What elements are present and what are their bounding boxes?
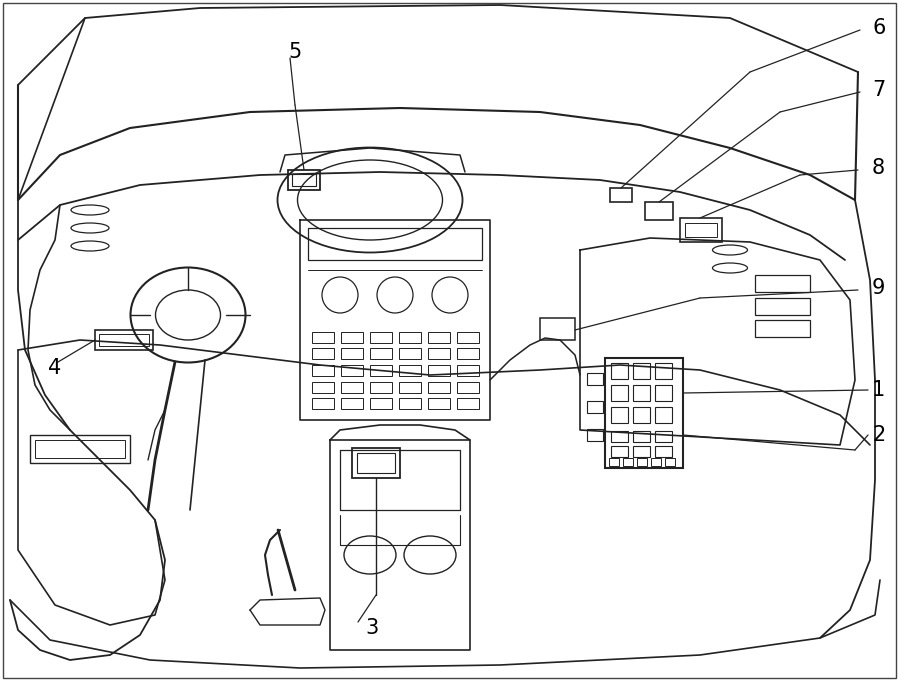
Bar	[623, 458, 633, 466]
Bar	[680, 218, 722, 242]
Bar	[457, 365, 479, 376]
Bar	[341, 348, 363, 359]
Bar	[611, 385, 628, 401]
Bar	[633, 385, 650, 401]
Bar	[341, 332, 363, 343]
Bar	[352, 448, 400, 478]
Bar	[587, 429, 603, 441]
Text: 9: 9	[872, 278, 886, 298]
Bar	[399, 332, 421, 343]
Bar	[457, 332, 479, 343]
Bar	[370, 348, 392, 359]
Bar	[457, 348, 479, 359]
Bar	[587, 373, 603, 385]
Bar	[428, 398, 450, 409]
Bar	[655, 363, 672, 379]
Bar	[428, 348, 450, 359]
Bar	[370, 365, 392, 376]
Bar	[428, 382, 450, 393]
Bar	[655, 446, 672, 457]
Bar	[312, 348, 334, 359]
Bar	[99, 334, 149, 346]
Text: 8: 8	[872, 158, 885, 178]
Bar	[308, 228, 482, 260]
Bar	[610, 188, 632, 202]
Bar	[665, 458, 675, 466]
Bar	[35, 440, 125, 458]
Bar	[611, 407, 628, 423]
Bar	[637, 458, 647, 466]
Bar	[609, 458, 619, 466]
Bar	[540, 318, 575, 340]
Bar	[685, 223, 717, 237]
Bar	[428, 365, 450, 376]
Bar	[633, 407, 650, 423]
Text: 1: 1	[872, 380, 886, 400]
Bar	[651, 458, 661, 466]
Bar	[312, 365, 334, 376]
Bar	[633, 431, 650, 442]
Bar	[655, 385, 672, 401]
Bar	[611, 446, 628, 457]
Bar	[95, 330, 153, 350]
Bar	[457, 382, 479, 393]
Bar	[755, 298, 810, 315]
Text: 7: 7	[872, 80, 886, 100]
Bar	[633, 446, 650, 457]
Bar	[357, 453, 395, 473]
Bar	[370, 332, 392, 343]
Bar	[399, 348, 421, 359]
Bar	[605, 358, 683, 468]
Bar	[457, 398, 479, 409]
Bar	[288, 170, 320, 190]
Bar	[341, 382, 363, 393]
Text: 6: 6	[872, 18, 886, 38]
Bar	[399, 398, 421, 409]
Bar	[399, 382, 421, 393]
Bar	[312, 382, 334, 393]
Bar	[755, 320, 810, 337]
Bar	[399, 365, 421, 376]
Text: 4: 4	[48, 358, 61, 378]
Text: 5: 5	[288, 42, 302, 62]
Bar	[312, 398, 334, 409]
Bar	[645, 202, 673, 220]
Bar	[655, 407, 672, 423]
Text: 3: 3	[365, 618, 378, 638]
Bar	[755, 275, 810, 292]
Bar	[611, 431, 628, 442]
Bar	[655, 431, 672, 442]
Bar	[292, 174, 316, 186]
Bar	[611, 363, 628, 379]
Bar	[587, 401, 603, 413]
Bar	[370, 382, 392, 393]
Bar	[341, 365, 363, 376]
Bar	[341, 398, 363, 409]
Bar	[428, 332, 450, 343]
Bar	[312, 332, 334, 343]
Bar	[30, 435, 130, 463]
Bar	[633, 363, 650, 379]
Text: 2: 2	[872, 425, 886, 445]
Bar	[370, 398, 392, 409]
